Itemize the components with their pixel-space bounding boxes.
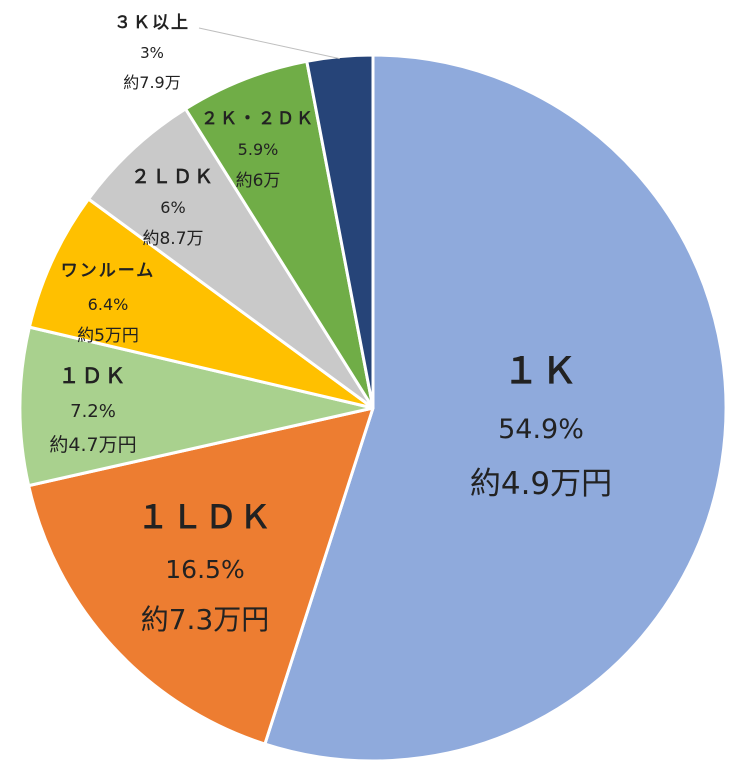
slice-name-1ldk: １ＬＤＫ [137,498,273,536]
slice-label-one-room: ワンルーム 6.4% 約5万円 [61,261,156,346]
slice-rent-1ldk: 約7.3万円 [141,603,270,636]
slice-label-1dk: １ＤＫ 7.2% 約4.7万円 [49,364,136,456]
slice-label-1ldk: １ＬＤＫ 16.5% 約7.3万円 [137,498,273,636]
slice-rent-3k-plus: 約7.9万 [123,73,180,92]
slice-label-2ldk: ２ＬＤＫ 6% 約8.7万 [131,166,215,249]
pie-slice-2k-2dk [184,59,375,410]
slice-name-one-room: ワンルーム [61,261,156,281]
slice-name-1dk: １ＤＫ [59,364,128,388]
slice-name-2k-2dk: ２Ｋ・２ＤＫ [201,109,315,129]
slice-rent-one-room: 約5万円 [77,326,139,346]
slice-percent-one-room: 6.4% [88,295,129,314]
pie-slice-1ldk [27,406,375,746]
slice-rent-2k-2dk: 約6万 [236,171,281,191]
leader-line-3k-plus [198,27,340,60]
slice-percent-2ldk: 6% [160,198,185,217]
pie-slice-1k [263,53,728,763]
slice-name-3k-plus: ３Ｋ以上 [114,13,190,33]
pie-slice-one-room [27,197,375,410]
slice-rent-1k: 約4.9万円 [470,466,612,502]
slice-name-1k: １Ｋ [503,351,579,392]
slice-percent-1k: 54.9% [498,414,584,445]
slice-rent-1dk: 約4.7万円 [49,434,136,456]
slice-label-3k-plus: ３Ｋ以上 3% 約7.9万 [114,13,190,92]
slice-rent-2ldk: 約8.7万 [142,229,203,249]
slice-percent-3k-plus: 3% [140,44,164,62]
slice-percent-1dk: 7.2% [70,401,116,422]
slice-name-2ldk: ２ＬＤＫ [131,166,215,188]
slice-percent-1ldk: 16.5% [165,555,244,584]
slice-percent-2k-2dk: 5.9% [238,140,279,159]
pie-slice-2ldk [87,107,375,410]
slice-label-1k: １Ｋ 54.9% 約4.9万円 [470,351,612,502]
pie-slice-1dk [18,325,375,488]
pie-slice-3k-plus [305,53,375,410]
slice-label-2k-2dk: ２Ｋ・２ＤＫ 5.9% 約6万 [201,109,315,191]
